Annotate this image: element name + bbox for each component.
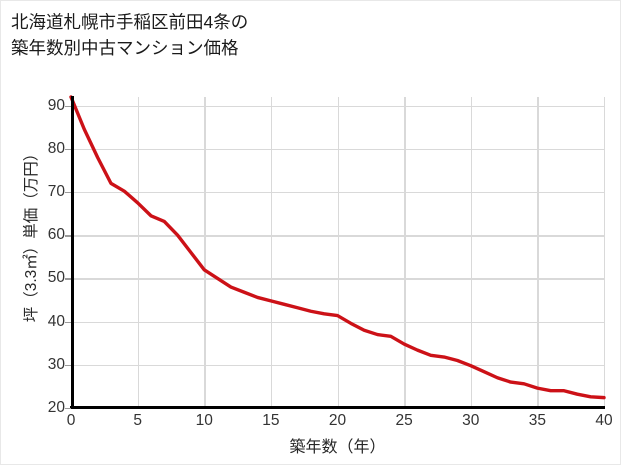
gridline-horizontal xyxy=(71,278,604,280)
gridline-horizontal xyxy=(71,148,604,151)
gridline-horizontal xyxy=(71,321,604,323)
y-axis-tick-label: 40 xyxy=(47,312,65,330)
line-series-chart xyxy=(69,95,606,400)
x-axis-title: 築年数（年） xyxy=(289,439,386,456)
y-axis-tick-mark xyxy=(65,364,71,367)
y-axis-tick-label: 90 xyxy=(47,96,65,114)
gridline-horizontal xyxy=(71,364,604,367)
y-axis-tick-label: 30 xyxy=(47,355,65,373)
y-axis-tick-labels: 20 30 40 50 60 70 80 90 xyxy=(21,96,65,416)
x-axis-tick-label: 5 xyxy=(133,412,142,429)
y-axis-tick-mark xyxy=(65,105,71,108)
y-axis-tick-label: 20 xyxy=(47,399,65,416)
y-axis-tick-label: 60 xyxy=(47,226,65,244)
gridline-vertical xyxy=(537,97,539,408)
gridline-horizontal xyxy=(71,235,604,237)
x-axis-tick-label: 30 xyxy=(462,412,480,429)
x-axis-tick-label: 10 xyxy=(195,412,213,429)
y-axis-tick-mark xyxy=(65,148,71,151)
x-axis-tick-label: 40 xyxy=(595,412,613,429)
y-axis-tick-label: 50 xyxy=(47,269,65,287)
gridline-vertical xyxy=(204,97,206,408)
gridline-vertical xyxy=(604,97,606,408)
y-axis-tick-mark xyxy=(65,408,71,410)
x-axis-tick-label: 35 xyxy=(528,412,546,429)
gridline-vertical xyxy=(137,97,140,408)
y-axis-tick-marks xyxy=(65,97,72,410)
line-series-path xyxy=(69,95,606,400)
y-axis-tick-mark xyxy=(65,192,71,194)
gridline-horizontal xyxy=(71,192,604,194)
x-axis-tick-label: 15 xyxy=(262,412,280,429)
y-axis-tick-mark xyxy=(65,235,71,237)
y-axis-tick-label: 70 xyxy=(47,183,65,201)
gridline-vertical xyxy=(270,97,273,408)
gridline-horizontal xyxy=(71,105,604,108)
y-axis-tick-label: 80 xyxy=(47,139,65,157)
y-axis-tick-mark xyxy=(65,321,71,323)
chart-title: 北海道札幌市手稲区前田4条の 築年数別中古マンション価格 xyxy=(11,12,249,58)
gridline-vertical xyxy=(337,97,339,408)
plot-area xyxy=(69,95,606,410)
x-axis-tick-labels: 0 5 10 15 20 25 30 35 40 xyxy=(67,412,613,434)
x-axis-tick-label: 0 xyxy=(66,412,76,429)
y-axis-title: 坪（3.3㎡）単価（万円） xyxy=(23,145,40,323)
gridline-vertical xyxy=(470,97,473,408)
y-axis-spine xyxy=(71,96,74,409)
gridline-horizontal xyxy=(71,408,604,410)
x-axis-tick-label: 25 xyxy=(395,412,413,429)
y-axis-tick-mark xyxy=(65,278,71,280)
gridline-vertical xyxy=(404,97,406,408)
x-axis-spine xyxy=(70,406,605,409)
x-axis-tick-label: 20 xyxy=(328,412,347,429)
